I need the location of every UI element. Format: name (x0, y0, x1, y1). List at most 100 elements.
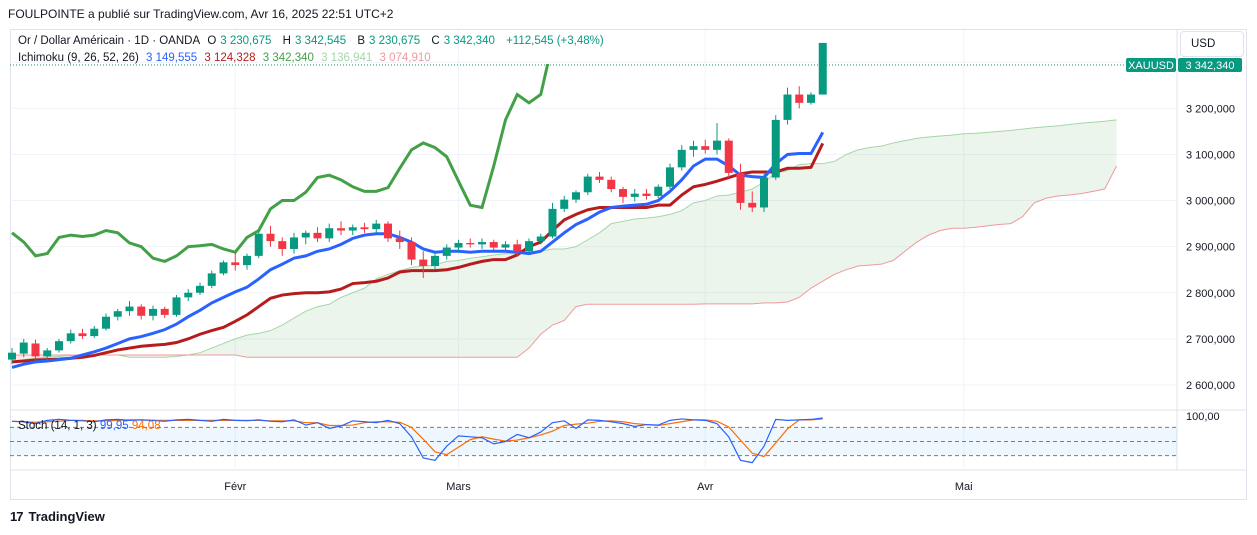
candle-body (724, 140, 733, 173)
price-badge-bg (1178, 58, 1242, 72)
candle (724, 138, 733, 178)
candle-body (231, 262, 240, 266)
ichimoku-tenkan-value: 3 149,555 (146, 52, 198, 64)
candle (795, 86, 804, 109)
x-tick-label: Mars (446, 481, 471, 493)
candle-body (689, 146, 698, 150)
candle-body (184, 292, 193, 298)
change-value: +112,545 (+3,48%) (506, 35, 604, 47)
candle (701, 139, 710, 154)
y-tick-label: 2 700,000 (1186, 334, 1235, 346)
ichimoku-kijun-value: 3 124,328 (204, 52, 256, 64)
span-b-line (12, 165, 1117, 358)
footer[interactable]: 17 TradingView (10, 509, 105, 524)
candle (384, 221, 392, 243)
ticker-badge-bg (1126, 58, 1176, 72)
stoch-axis-label: 100,00 (1186, 411, 1220, 423)
stoch-k-value: 99,95 (99, 420, 129, 432)
candle (572, 190, 580, 203)
candle (807, 92, 815, 105)
candle-body (548, 208, 557, 237)
candle (654, 184, 663, 199)
candle-body (372, 223, 381, 230)
candle-body (654, 186, 663, 196)
h-value: 3 342,545 (294, 35, 347, 47)
candle (501, 241, 510, 253)
currency-button[interactable]: USD (1180, 31, 1244, 57)
c-value: 3 342,340 (443, 35, 495, 47)
price-badge-value: 3 342,340 (1186, 60, 1235, 72)
candle-body (513, 244, 522, 252)
candle-body (525, 241, 533, 252)
ichimoku-cloud (11, 119, 1117, 363)
chart-frame (10, 29, 1247, 500)
candle-body (478, 242, 486, 245)
candle-body (407, 242, 416, 260)
candle-body (66, 333, 75, 342)
candle (66, 329, 75, 344)
symbol-title[interactable]: Or / Dollar Américain · 1D · OANDA (18, 35, 201, 47)
candle (748, 191, 757, 213)
candle-body (78, 333, 87, 337)
candle (266, 225, 275, 247)
time-axis: Févr Mars Avr Mai (224, 481, 972, 493)
candle-body (501, 244, 510, 248)
candle (137, 304, 146, 320)
candle (231, 252, 240, 271)
candle (607, 176, 616, 193)
candle (207, 270, 216, 289)
candle (630, 189, 639, 202)
candle (254, 230, 263, 259)
candle (19, 338, 28, 358)
candle (677, 145, 686, 171)
ichimoku-spana-value: 3 136,941 (321, 52, 373, 64)
candle-body (713, 140, 721, 150)
candle (31, 339, 40, 360)
candle-body (301, 232, 310, 238)
candle-body (419, 259, 428, 267)
candle-body (125, 306, 134, 312)
price-badge: XAUUSD 3 342,340 (1126, 58, 1242, 72)
kijun-line (11, 142, 825, 364)
candle-body (196, 285, 204, 293)
candle (478, 238, 486, 249)
cloud-segment (129, 354, 189, 358)
y-tick-label: 2 900,000 (1186, 242, 1235, 254)
candle (55, 338, 63, 353)
candle (172, 295, 181, 317)
y-tick-label: 2 800,000 (1186, 288, 1235, 300)
candle (78, 328, 87, 339)
candle-body (113, 311, 122, 317)
candle (619, 186, 627, 203)
candle (689, 140, 698, 157)
candle (442, 244, 451, 260)
tradingview-brand: TradingView (28, 509, 105, 524)
candle (713, 123, 721, 155)
ichimoku-label[interactable]: Ichimoku (9, 26, 52, 26) (18, 52, 139, 64)
candle-body (807, 94, 815, 103)
candle-body (666, 167, 674, 187)
candle (642, 189, 651, 200)
candle-body (783, 94, 792, 120)
candle-body (466, 242, 475, 245)
candle (290, 232, 298, 254)
candle (243, 253, 251, 270)
candle (301, 230, 310, 245)
candle-body (137, 306, 146, 316)
candle-body (290, 237, 298, 249)
candle-body (489, 242, 498, 248)
candle (337, 221, 345, 236)
candle-body (102, 316, 110, 329)
candle-body (348, 227, 357, 231)
stoch-label[interactable]: Stoch (14, 1, 3) (18, 420, 97, 432)
y-tick-label: 3 100,000 (1186, 149, 1235, 161)
candle (278, 237, 287, 256)
candle (419, 251, 428, 279)
candle-body (431, 255, 439, 267)
ichimoku-spanb-value: 3 074,910 (379, 52, 431, 64)
ichimoku-lines (10, 64, 1177, 369)
candle (736, 163, 745, 210)
